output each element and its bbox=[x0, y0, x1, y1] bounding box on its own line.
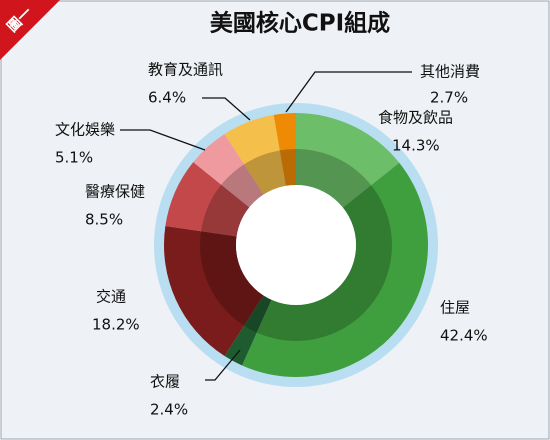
value-label: 2.4% bbox=[150, 401, 188, 419]
inner-shade bbox=[200, 149, 392, 341]
wedge bbox=[193, 133, 264, 208]
category-label: 其他消費 bbox=[420, 63, 480, 81]
wedge bbox=[165, 162, 250, 237]
category-label: 醫療保健 bbox=[85, 183, 145, 201]
wedge bbox=[164, 225, 264, 357]
value-label: 5.1% bbox=[55, 149, 93, 167]
category-label: 衣履 bbox=[150, 373, 180, 391]
value-label: 8.5% bbox=[85, 211, 123, 229]
category-label: 教育及通訊 bbox=[148, 61, 223, 79]
category-label: 食物及飲品 bbox=[378, 109, 453, 127]
value-label: 14.3% bbox=[392, 137, 440, 155]
value-label: 2.7% bbox=[430, 89, 468, 107]
leader-lines bbox=[120, 71, 412, 381]
chart-title: 美國核心CPI組成 bbox=[210, 10, 390, 37]
category-label: 文化娛樂 bbox=[55, 121, 115, 139]
category-label: 住屋 bbox=[440, 299, 470, 317]
hole bbox=[236, 185, 356, 305]
category-label: 交通 bbox=[96, 288, 126, 306]
wedge bbox=[224, 295, 272, 366]
wedge bbox=[296, 113, 400, 208]
value-label: 18.2% bbox=[92, 316, 140, 334]
value-label: 6.4% bbox=[148, 89, 186, 107]
wedge bbox=[224, 114, 286, 195]
wedge bbox=[273, 113, 296, 186]
badge-bg bbox=[0, 0, 60, 60]
value-label: 42.4% bbox=[440, 327, 488, 345]
wedge bbox=[242, 162, 428, 377]
